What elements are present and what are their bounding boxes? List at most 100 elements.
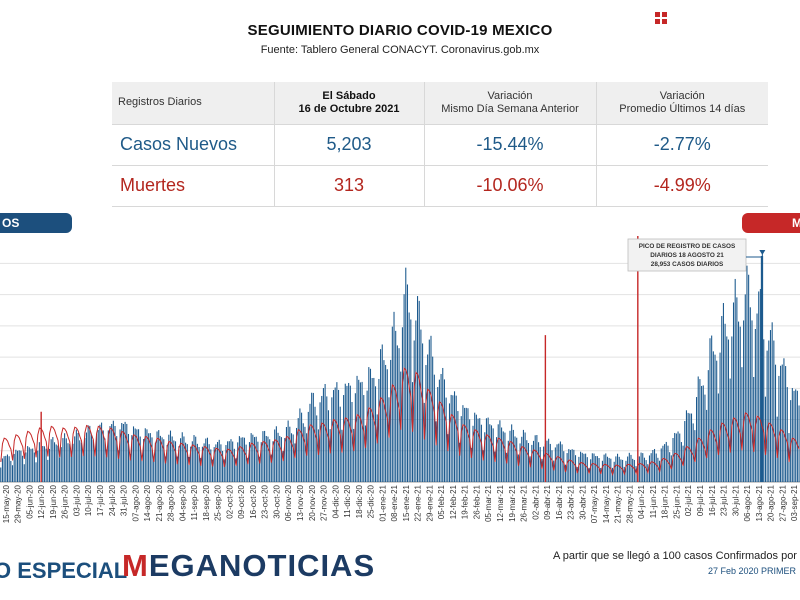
x-tick-label: 12-jun-20 bbox=[37, 484, 46, 518]
x-tick-label: 29-ene-21 bbox=[425, 484, 434, 521]
case-bar bbox=[227, 441, 229, 482]
case-bar bbox=[327, 410, 330, 482]
case-bar bbox=[702, 385, 704, 482]
case-bar bbox=[180, 438, 182, 482]
case-bar bbox=[674, 432, 676, 482]
deaths-line bbox=[0, 367, 800, 477]
x-tick-label: 09-jul-21 bbox=[696, 484, 705, 516]
case-bar bbox=[435, 421, 437, 482]
case-bar bbox=[230, 439, 232, 482]
case-bar bbox=[302, 423, 304, 482]
case-bar bbox=[450, 394, 452, 482]
case-bar bbox=[30, 448, 32, 482]
case-bar bbox=[20, 450, 22, 482]
case-bar bbox=[74, 436, 76, 482]
case-bar bbox=[494, 451, 496, 482]
case-bar bbox=[704, 394, 706, 482]
case-bar bbox=[561, 444, 563, 482]
case-bar bbox=[314, 406, 316, 482]
case-bar bbox=[62, 438, 64, 482]
case-bar bbox=[595, 456, 597, 482]
case-bar bbox=[411, 382, 414, 482]
case-bar bbox=[388, 397, 390, 482]
x-tick-label: 04-dic-20 bbox=[331, 484, 340, 518]
case-bar bbox=[253, 437, 256, 482]
case-bar bbox=[222, 450, 224, 482]
case-bar bbox=[791, 388, 793, 482]
case-bar bbox=[571, 449, 573, 482]
case-bar bbox=[112, 420, 114, 482]
case-bar bbox=[753, 376, 755, 482]
case-bar bbox=[408, 312, 410, 482]
case-bar bbox=[257, 441, 259, 482]
case-bar bbox=[27, 446, 29, 482]
case-bar bbox=[196, 443, 198, 482]
header-var-14d-line2: Promedio Últimos 14 días bbox=[619, 102, 746, 115]
case-bar bbox=[625, 460, 627, 482]
case-bar bbox=[181, 432, 183, 482]
case-bar bbox=[45, 448, 47, 482]
case-bar bbox=[727, 339, 730, 482]
case-bar bbox=[356, 375, 358, 482]
case-bar bbox=[53, 442, 56, 482]
case-bar bbox=[279, 435, 281, 482]
case-bar bbox=[749, 307, 751, 482]
case-bar bbox=[521, 436, 523, 482]
case-bar bbox=[359, 382, 361, 482]
case-bar bbox=[101, 422, 103, 482]
case-bar bbox=[603, 454, 605, 482]
case-bar bbox=[430, 335, 432, 482]
case-bar bbox=[290, 433, 293, 482]
case-bar bbox=[297, 418, 299, 482]
header-var-week: Variación Mismo Día Semana Anterior bbox=[423, 82, 596, 125]
case-bar bbox=[543, 446, 545, 482]
case-bar bbox=[413, 340, 415, 482]
case-bar bbox=[80, 442, 82, 482]
x-tick-label: 12-mar-21 bbox=[496, 484, 505, 521]
case-bar bbox=[47, 459, 49, 482]
case-bar bbox=[748, 274, 750, 482]
case-bar bbox=[139, 436, 141, 482]
case-bar bbox=[223, 459, 225, 482]
x-tick-label: 10-jul-20 bbox=[84, 484, 93, 516]
casos-value: 5,203 bbox=[273, 124, 424, 166]
case-bar bbox=[299, 408, 301, 482]
case-bar bbox=[336, 382, 338, 482]
annotation-arrowhead bbox=[759, 249, 766, 255]
case-bar bbox=[738, 321, 740, 482]
case-bar bbox=[134, 428, 136, 482]
case-bar bbox=[364, 425, 366, 482]
case-bar bbox=[734, 278, 736, 482]
case-bar bbox=[769, 330, 772, 482]
case-bar bbox=[764, 396, 766, 482]
case-bar bbox=[171, 436, 173, 482]
case-bar bbox=[593, 453, 595, 482]
case-bar bbox=[746, 265, 748, 482]
case-bar bbox=[200, 457, 202, 482]
case-bar bbox=[334, 387, 336, 482]
x-tick-label: 25-jun-21 bbox=[672, 484, 681, 518]
case-bar bbox=[564, 464, 566, 482]
case-bar bbox=[469, 419, 471, 482]
x-tick-label: 30-jul-21 bbox=[731, 484, 740, 516]
x-tick-label: 02-jul-21 bbox=[684, 484, 693, 516]
case-bar bbox=[136, 429, 138, 482]
case-bar bbox=[640, 452, 642, 482]
case-bar bbox=[138, 429, 140, 482]
source-subtitle: Fuente: Tablero General CONACYT. Coronav… bbox=[260, 44, 540, 56]
case-bar bbox=[259, 456, 261, 482]
case-bar bbox=[52, 437, 54, 482]
grid-icon[interactable] bbox=[655, 12, 667, 24]
case-bar bbox=[25, 452, 27, 482]
case-bar bbox=[657, 457, 659, 482]
case-bar bbox=[329, 429, 331, 482]
case-bar bbox=[650, 453, 652, 482]
case-bar bbox=[539, 447, 541, 482]
case-bar bbox=[193, 435, 195, 482]
case-bar bbox=[358, 379, 360, 482]
case-bar bbox=[511, 424, 513, 482]
case-bar bbox=[28, 447, 30, 482]
case-bar bbox=[390, 359, 392, 482]
case-bar bbox=[487, 417, 489, 482]
case-bar bbox=[317, 429, 319, 482]
